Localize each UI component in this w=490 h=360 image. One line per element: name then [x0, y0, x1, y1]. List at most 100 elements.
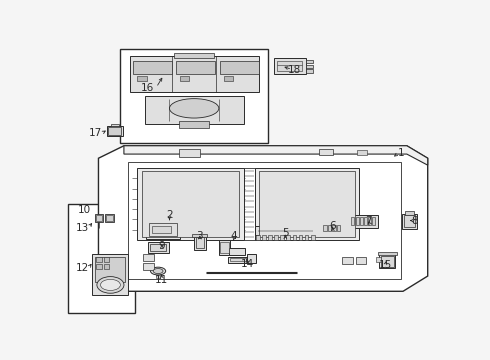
Bar: [306, 69, 313, 73]
Bar: [229, 248, 245, 255]
Bar: [179, 149, 200, 157]
Bar: [180, 76, 189, 81]
Bar: [274, 58, 306, 74]
Bar: [152, 226, 171, 233]
Text: 2: 2: [166, 210, 173, 220]
Bar: [194, 236, 206, 250]
Bar: [137, 168, 244, 240]
Text: 7: 7: [366, 216, 372, 226]
Text: 3: 3: [196, 231, 203, 241]
Bar: [128, 162, 401, 279]
Bar: [247, 255, 256, 263]
Bar: [378, 252, 397, 255]
Bar: [176, 61, 215, 74]
Polygon shape: [124, 146, 428, 165]
Bar: [311, 235, 315, 240]
Text: 14: 14: [241, 258, 254, 269]
Bar: [274, 235, 278, 240]
Text: 13: 13: [75, 222, 89, 233]
Ellipse shape: [150, 267, 166, 275]
Bar: [129, 56, 259, 92]
Text: 9: 9: [159, 240, 165, 251]
Bar: [323, 225, 327, 231]
Ellipse shape: [100, 279, 121, 291]
Ellipse shape: [97, 276, 124, 293]
Text: 16: 16: [141, 82, 154, 93]
Bar: [277, 61, 302, 71]
Bar: [319, 149, 333, 156]
Bar: [364, 217, 367, 225]
Bar: [179, 121, 209, 128]
Bar: [256, 235, 260, 240]
Ellipse shape: [153, 269, 163, 274]
Bar: [376, 257, 384, 262]
Text: 6: 6: [329, 221, 336, 231]
Bar: [230, 258, 246, 261]
Ellipse shape: [170, 99, 219, 118]
Bar: [96, 257, 125, 282]
Bar: [68, 204, 135, 314]
Bar: [93, 254, 128, 296]
Bar: [142, 171, 239, 237]
Bar: [192, 234, 207, 237]
Bar: [228, 257, 249, 263]
Text: 1: 1: [398, 148, 404, 158]
Bar: [148, 223, 177, 236]
Bar: [143, 254, 154, 261]
Bar: [133, 61, 172, 74]
Bar: [106, 215, 113, 221]
Text: 18: 18: [288, 64, 301, 75]
Bar: [137, 76, 147, 81]
Bar: [104, 264, 109, 269]
Bar: [107, 126, 123, 136]
Bar: [405, 211, 414, 215]
Bar: [156, 275, 160, 278]
Bar: [298, 235, 302, 240]
Bar: [96, 215, 102, 221]
Bar: [381, 256, 393, 267]
Text: 4: 4: [231, 231, 237, 241]
Bar: [104, 257, 109, 262]
Bar: [305, 235, 309, 240]
Bar: [280, 235, 284, 240]
Bar: [224, 76, 233, 81]
Text: 11: 11: [155, 275, 169, 285]
Bar: [220, 242, 229, 253]
Bar: [321, 223, 343, 233]
Bar: [148, 242, 169, 253]
Bar: [174, 53, 214, 58]
Bar: [306, 60, 313, 63]
Bar: [293, 235, 296, 240]
Text: 10: 10: [77, 204, 91, 215]
Text: 15: 15: [379, 260, 392, 270]
Bar: [146, 221, 180, 239]
Bar: [306, 64, 313, 68]
Bar: [150, 244, 166, 251]
Bar: [268, 235, 272, 240]
Bar: [358, 150, 367, 156]
Bar: [402, 214, 416, 229]
Bar: [356, 257, 366, 264]
Bar: [111, 123, 119, 126]
Bar: [368, 217, 371, 225]
Bar: [96, 264, 102, 269]
Text: 5: 5: [282, 228, 289, 238]
Bar: [108, 127, 121, 135]
Bar: [372, 217, 375, 225]
Bar: [255, 168, 359, 240]
Bar: [360, 217, 363, 225]
Bar: [337, 225, 341, 231]
Bar: [287, 235, 290, 240]
Bar: [356, 217, 359, 225]
Text: 12: 12: [75, 263, 89, 273]
Bar: [404, 215, 415, 227]
Bar: [350, 215, 378, 228]
Text: 8: 8: [411, 216, 418, 226]
Bar: [196, 237, 204, 248]
Bar: [96, 257, 102, 262]
Bar: [351, 217, 354, 225]
Bar: [95, 214, 103, 222]
Bar: [220, 61, 259, 74]
Bar: [120, 49, 268, 143]
Bar: [145, 96, 244, 123]
